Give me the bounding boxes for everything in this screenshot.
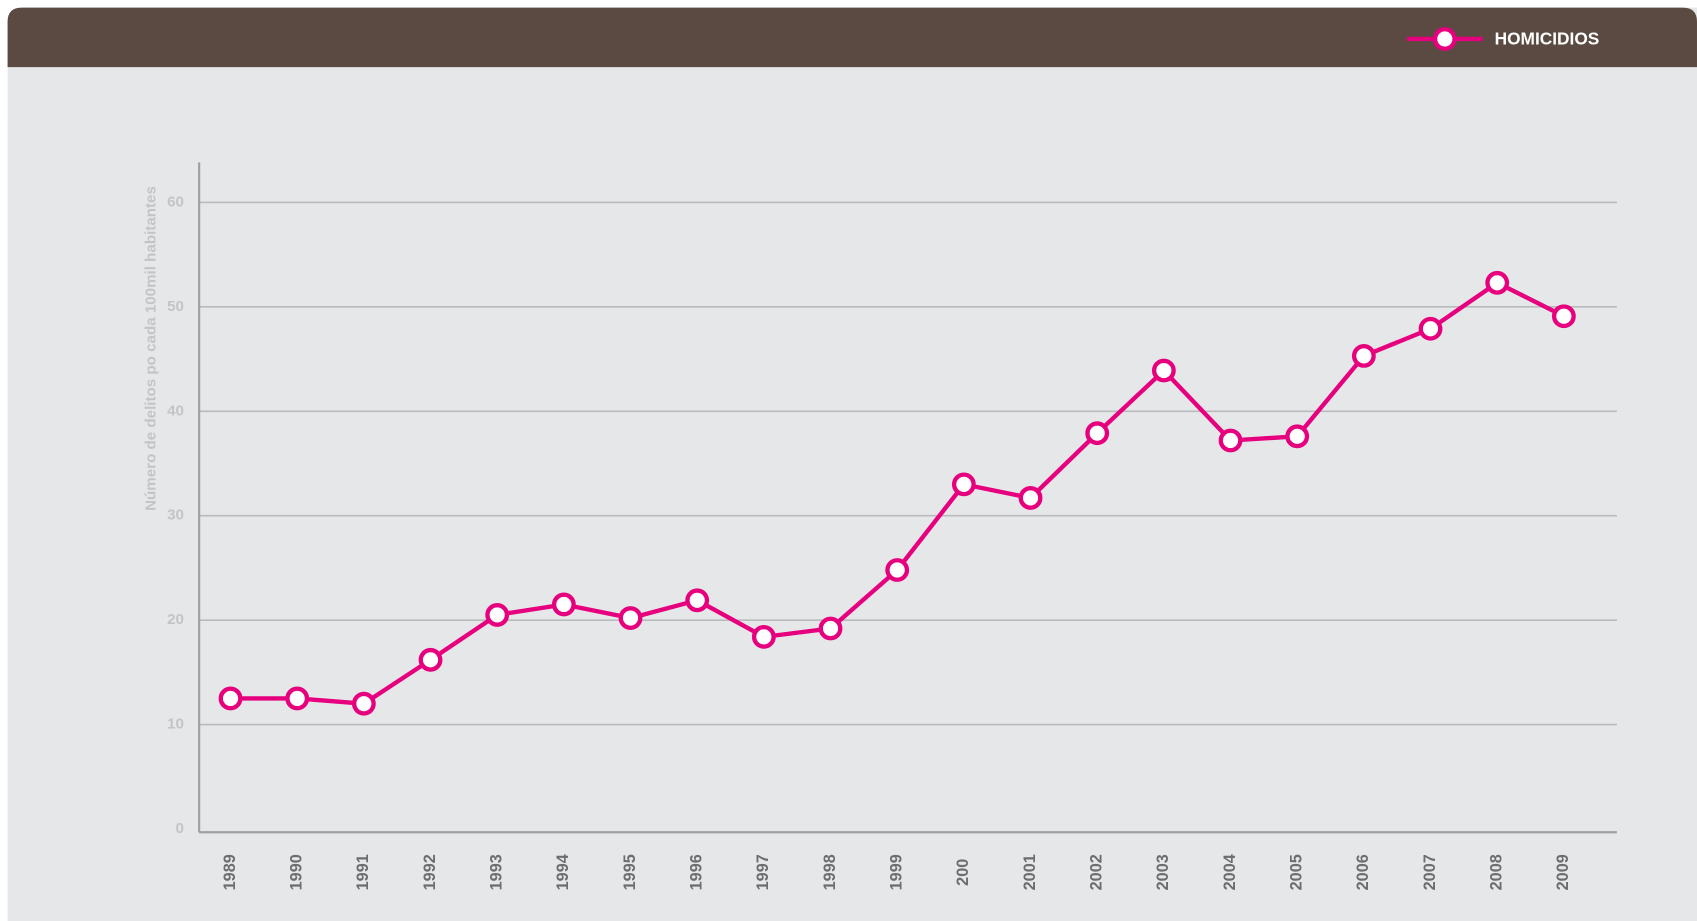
header-bar xyxy=(7,7,1697,68)
x-tick-label: 1990 xyxy=(287,854,305,890)
y-tick-label: 20 xyxy=(167,611,184,628)
x-tick-label: 2006 xyxy=(1354,854,1372,890)
point xyxy=(485,603,510,627)
y-axis-label: Número de delitos po cada 100mil habitan… xyxy=(143,186,160,511)
x-tick-label: 1993 xyxy=(487,854,505,890)
x-tick-label: 2005 xyxy=(1287,854,1305,890)
point xyxy=(1485,270,1510,295)
y-tick-label: 60 xyxy=(167,193,184,210)
x-tick-label: 1995 xyxy=(621,854,639,890)
legend-marker xyxy=(1432,27,1457,51)
y-tick-label: 30 xyxy=(167,507,184,524)
point xyxy=(1018,486,1043,510)
point xyxy=(885,558,910,582)
point xyxy=(1151,358,1176,383)
x-tick-label: 1992 xyxy=(421,854,439,890)
x-tick-label: 2008 xyxy=(1487,854,1505,890)
point xyxy=(1085,421,1110,446)
x-tick-label: 1989 xyxy=(221,854,239,890)
point xyxy=(551,592,576,617)
point xyxy=(751,624,776,649)
point xyxy=(1351,344,1376,368)
x-tick-label: 2009 xyxy=(1554,854,1572,890)
edge xyxy=(0,67,8,117)
x-tick-label: 1999 xyxy=(887,854,905,890)
x-tick-label: 1997 xyxy=(754,854,772,890)
point xyxy=(1218,428,1243,453)
x-tick-label: 1991 xyxy=(354,854,372,890)
legend-label: HOMICIDIOS xyxy=(1495,29,1600,49)
y-tick-label: 10 xyxy=(167,716,184,733)
point xyxy=(285,686,310,711)
x-tick-label: 2002 xyxy=(1087,854,1105,890)
x-tick-label: 2003 xyxy=(1154,854,1172,890)
y-tick-label: 50 xyxy=(167,298,184,315)
point xyxy=(218,686,243,711)
x-tick-label: 1998 xyxy=(821,854,839,890)
x-tick-label: 1996 xyxy=(687,854,705,890)
point xyxy=(618,606,643,630)
x-tick-label: 2007 xyxy=(1421,854,1439,890)
x-tick-label: 200 xyxy=(954,859,972,886)
point xyxy=(1551,304,1576,329)
point xyxy=(818,616,843,641)
panel xyxy=(7,7,1697,921)
point xyxy=(351,691,376,716)
x-tick-label: 2004 xyxy=(1221,854,1239,890)
y-tick-label: 40 xyxy=(167,402,184,419)
y-tick-label: 0 xyxy=(176,820,184,837)
point xyxy=(951,472,976,497)
point xyxy=(1285,424,1310,449)
point xyxy=(685,588,710,613)
x-tick-label: 2001 xyxy=(1021,854,1039,890)
x-tick-label: 1994 xyxy=(554,854,572,890)
point xyxy=(1418,316,1443,341)
point xyxy=(418,647,443,672)
